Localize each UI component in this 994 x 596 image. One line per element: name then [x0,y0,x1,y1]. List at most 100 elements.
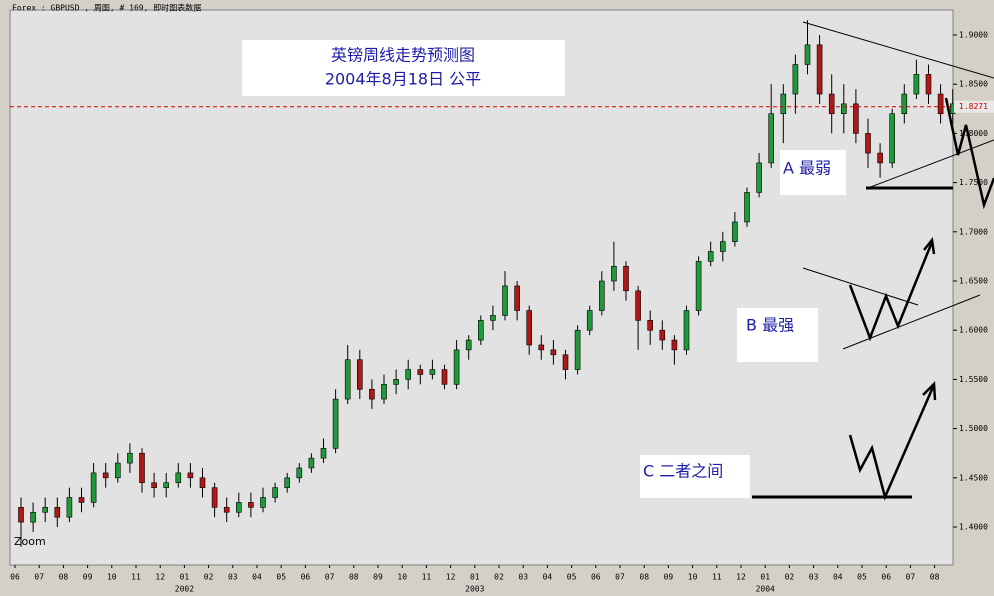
y-tick-label: 1.4500 [959,473,988,482]
candle-body [163,482,169,488]
candle-body [901,93,908,115]
candle-body [502,285,508,316]
candle-body [635,290,641,321]
x-tick-label: 07 [34,573,44,582]
x-tick-label: 10 [688,573,698,582]
y-tick-label: 1.5000 [959,424,988,433]
annotation-box [780,150,846,195]
candle-body [623,265,629,292]
candle-body [865,133,871,154]
candle-body [804,44,811,65]
candle-body [42,507,49,513]
y-tick-label: 1.8500 [959,80,988,89]
candle-body [236,502,242,513]
candle-body [780,93,787,115]
annotation: C 二者之间 [643,462,723,481]
candle-body [477,320,484,341]
y-tick-label: 1.5500 [959,375,988,384]
candle-body [490,315,496,321]
candle-body [151,482,157,488]
candle-body [562,354,569,370]
x-tick-label: 01 [470,573,480,582]
candle-body [925,74,932,95]
candle-body [417,369,424,375]
candle-body [344,359,351,400]
y-tick-label: 1.7000 [959,227,988,236]
candle-body [332,398,339,449]
title-box [242,40,565,96]
candle-body [538,344,545,351]
x-tick-label: 03 [809,573,819,582]
x-tick-label: 08 [59,573,69,582]
x-tick-label: 06 [10,573,20,582]
x-tick-label: 09 [373,573,383,582]
x-tick-label: 03 [518,573,528,582]
candle-body [877,152,883,164]
annotation-box [737,308,818,362]
zoom-label: Zoom [14,535,46,548]
candle-body [115,462,121,479]
x-tick-label: 12 [155,573,165,582]
candle-body [695,261,702,311]
candle-body [296,467,303,479]
year-label: 2002 [175,585,194,594]
candle-body [840,103,847,115]
x-tick-label: 06 [301,573,311,582]
candle-body [719,241,726,252]
x-tick-label: 10 [397,573,407,582]
candle-body [429,369,436,375]
x-tick-label: 04 [543,573,553,582]
candle-body [732,221,738,242]
x-tick-label: 08 [349,573,359,582]
y-tick-label: 1.8000 [959,129,988,138]
candle-body [441,369,448,385]
x-tick-label: 01 [180,573,190,582]
candle-body [211,487,218,508]
candle-body [18,507,24,523]
x-tick-label: 12 [736,573,746,582]
candle-body [550,349,557,356]
y-tick-label: 1.6000 [959,326,988,335]
candle-body [586,310,593,331]
x-tick-label: 09 [664,573,674,582]
candle-body [272,487,278,498]
candle-body [356,359,363,390]
candle-body [405,369,412,380]
candle-body [816,44,823,95]
candle-body [223,507,230,513]
candle-body [393,379,399,385]
x-tick-label: 02 [494,573,504,582]
chart-subtitle: 2004年8月18日 公平 [325,70,481,89]
candle-body [598,280,605,311]
candle-body [853,103,859,134]
annotation: A 最弱 [783,159,831,178]
candle-body [102,472,109,479]
x-tick-label: 07 [615,573,625,582]
year-label: 2004 [756,585,775,594]
candle-body [611,265,617,282]
candle-body [671,339,678,351]
annotation: B 最强 [746,316,794,335]
y-tick-label: 1.6500 [959,277,988,286]
x-tick-label: 06 [881,573,891,582]
chart-title: 英镑周线走势预测图 [331,46,475,65]
y-tick-label: 1.4000 [959,523,988,532]
x-tick-label: 11 [712,573,722,582]
candle-body [828,93,835,115]
candle-body [127,452,133,464]
candle-body [792,64,799,95]
x-tick-label: 04 [833,573,843,582]
candle-body [187,472,194,479]
candle-body [574,329,581,370]
x-tick-label: 05 [857,573,867,582]
candle-body [66,497,73,518]
candle-body [744,192,750,223]
candle-body [913,74,920,95]
year-label: 2003 [465,585,484,594]
y-tick-label: 1.9000 [959,30,988,39]
candle-body [284,477,291,488]
candle-body [139,452,145,484]
candle-body [707,251,714,262]
candle-body [308,457,315,469]
